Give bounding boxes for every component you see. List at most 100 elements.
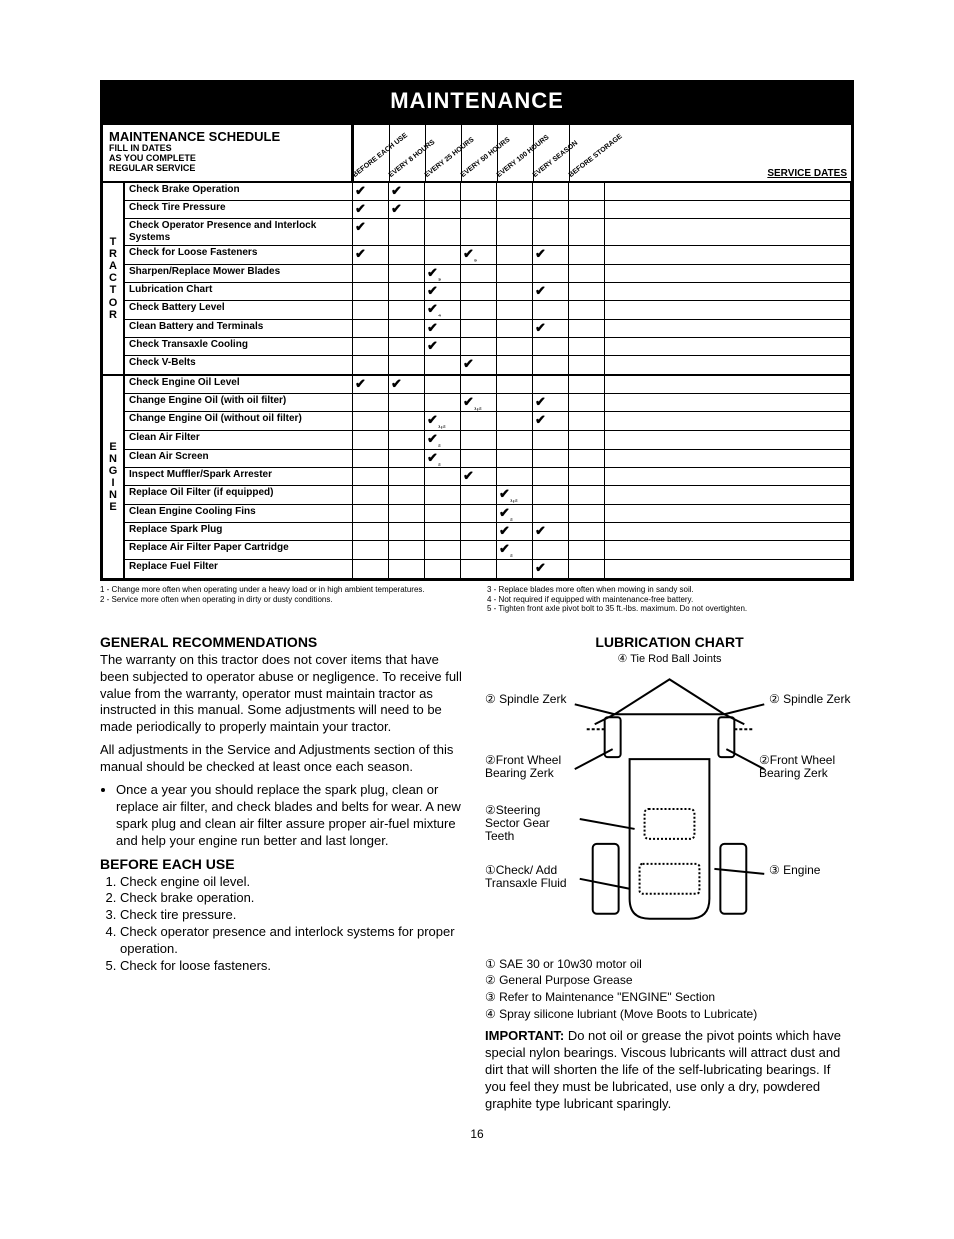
check-cell (497, 338, 533, 355)
check-cell (569, 283, 605, 300)
check-cell: ✔ (389, 201, 425, 218)
check-cell (353, 265, 389, 283)
general-recommendations-title: GENERAL RECOMMENDATIONS (100, 634, 469, 650)
task-label: Replace Spark Plug (125, 523, 353, 540)
footnotes-left: 1 - Change more often when operating und… (100, 585, 467, 614)
check-cell (533, 431, 569, 449)
table-row: Replace Oil Filter (if equipped)✔₁,₂ (125, 486, 851, 505)
check-cell (497, 219, 533, 245)
check-cell: ✔ (533, 523, 569, 540)
check-cell: ✔ (461, 356, 497, 374)
service-date-cell (605, 450, 851, 468)
check-cell (461, 523, 497, 540)
important-label: IMPORTANT: (485, 1028, 564, 1043)
check-cell (569, 412, 605, 430)
check-cell: ✔ (461, 468, 497, 485)
check-cell (353, 468, 389, 485)
check-cell (497, 431, 533, 449)
service-date-cell (605, 486, 851, 504)
check-cell (461, 320, 497, 337)
task-label: Check Transaxle Cooling (125, 338, 353, 355)
task-label: Change Engine Oil (without oil filter) (125, 412, 353, 430)
check-cell (569, 376, 605, 393)
before-each-use-title: BEFORE EACH USE (100, 856, 469, 872)
section-side-label: T R A C T O R (103, 183, 125, 374)
check-cell (533, 301, 569, 319)
check-cell (389, 320, 425, 337)
task-label: Check Brake Operation (125, 183, 353, 200)
check-cell (497, 468, 533, 485)
check-cell (497, 356, 533, 374)
table-row: Check Operator Presence and Interlock Sy… (125, 219, 851, 246)
check-cell (425, 219, 461, 245)
check-cell (569, 541, 605, 559)
check-cell (497, 560, 533, 578)
check-cell (497, 450, 533, 468)
check-cell (461, 219, 497, 245)
check-cell (353, 320, 389, 337)
check-cell: ✔ (533, 412, 569, 430)
check-cell (569, 320, 605, 337)
check-cell (497, 376, 533, 393)
general-p2: All adjustments in the Service and Adjus… (100, 742, 469, 776)
task-label: Check for Loose Fasteners (125, 246, 353, 264)
check-cell: ✔ (533, 320, 569, 337)
service-date-cell (605, 468, 851, 485)
task-label: Check Engine Oil Level (125, 376, 353, 393)
check-cell (533, 450, 569, 468)
check-cell (425, 183, 461, 200)
check-cell: ✔₅ (461, 246, 497, 264)
check-cell (533, 505, 569, 523)
check-cell (533, 468, 569, 485)
table-row: Lubrication Chart✔✔ (125, 283, 851, 301)
check-cell (569, 450, 605, 468)
list-item: Check brake operation. (120, 890, 469, 907)
check-cell (533, 183, 569, 200)
table-row: Replace Fuel Filter✔ (125, 560, 851, 578)
check-cell: ✔ (425, 283, 461, 300)
table-row: Change Engine Oil (with oil filter)✔₁,₂✔ (125, 394, 851, 413)
check-cell: ✔ (425, 338, 461, 355)
check-cell: ✔ (389, 376, 425, 393)
right-column: LUBRICATION CHART ④ Tie Rod Ball Joints (485, 628, 854, 1119)
general-bullet-list: Once a year you should replace the spark… (100, 782, 469, 850)
task-label: Check Operator Presence and Interlock Sy… (125, 219, 353, 245)
check-cell (389, 246, 425, 264)
check-cell: ✔₁,₂ (497, 486, 533, 504)
task-label: Check Tire Pressure (125, 201, 353, 218)
service-date-cell (605, 219, 851, 245)
before-each-use-list: Check engine oil level.Check brake opera… (100, 874, 469, 975)
check-cell (569, 523, 605, 540)
lube-note: ④ Spray silicone lubriant (Move Boots to… (485, 1007, 854, 1023)
service-date-cell (605, 505, 851, 523)
check-cell: ✔₂ (497, 505, 533, 523)
table-row: Clean Air Filter✔₂ (125, 431, 851, 450)
check-cell (461, 450, 497, 468)
check-cell (497, 283, 533, 300)
content-columns: GENERAL RECOMMENDATIONS The warranty on … (100, 628, 854, 1119)
check-cell (461, 431, 497, 449)
check-cell (425, 523, 461, 540)
service-date-cell (605, 338, 851, 355)
list-item: Check for loose fasteners. (120, 958, 469, 975)
table-row: Sharpen/Replace Mower Blades✔₃ (125, 265, 851, 284)
interval-header: EVERY 25 HOURS (425, 125, 461, 181)
task-label: Clean Engine Cooling Fins (125, 505, 353, 523)
interval-header: EVERY 8 HOURS (389, 125, 425, 181)
check-cell (425, 246, 461, 264)
service-date-cell (605, 394, 851, 412)
check-cell (353, 412, 389, 430)
check-cell: ✔ (353, 201, 389, 218)
check-cell: ✔₂ (425, 450, 461, 468)
check-cell (569, 431, 605, 449)
service-date-cell (605, 541, 851, 559)
service-date-cell (605, 356, 851, 374)
check-cell (533, 486, 569, 504)
check-cell (353, 560, 389, 578)
table-row: Check Engine Oil Level✔✔ (125, 376, 851, 394)
check-cell (425, 394, 461, 412)
schedule-subtitle: FILL IN DATES AS YOU COMPLETE REGULAR SE… (109, 144, 345, 174)
interval-header: EVERY 50 HOURS (461, 125, 497, 181)
lube-note: ② General Purpose Grease (485, 973, 854, 989)
service-date-cell (605, 523, 851, 540)
